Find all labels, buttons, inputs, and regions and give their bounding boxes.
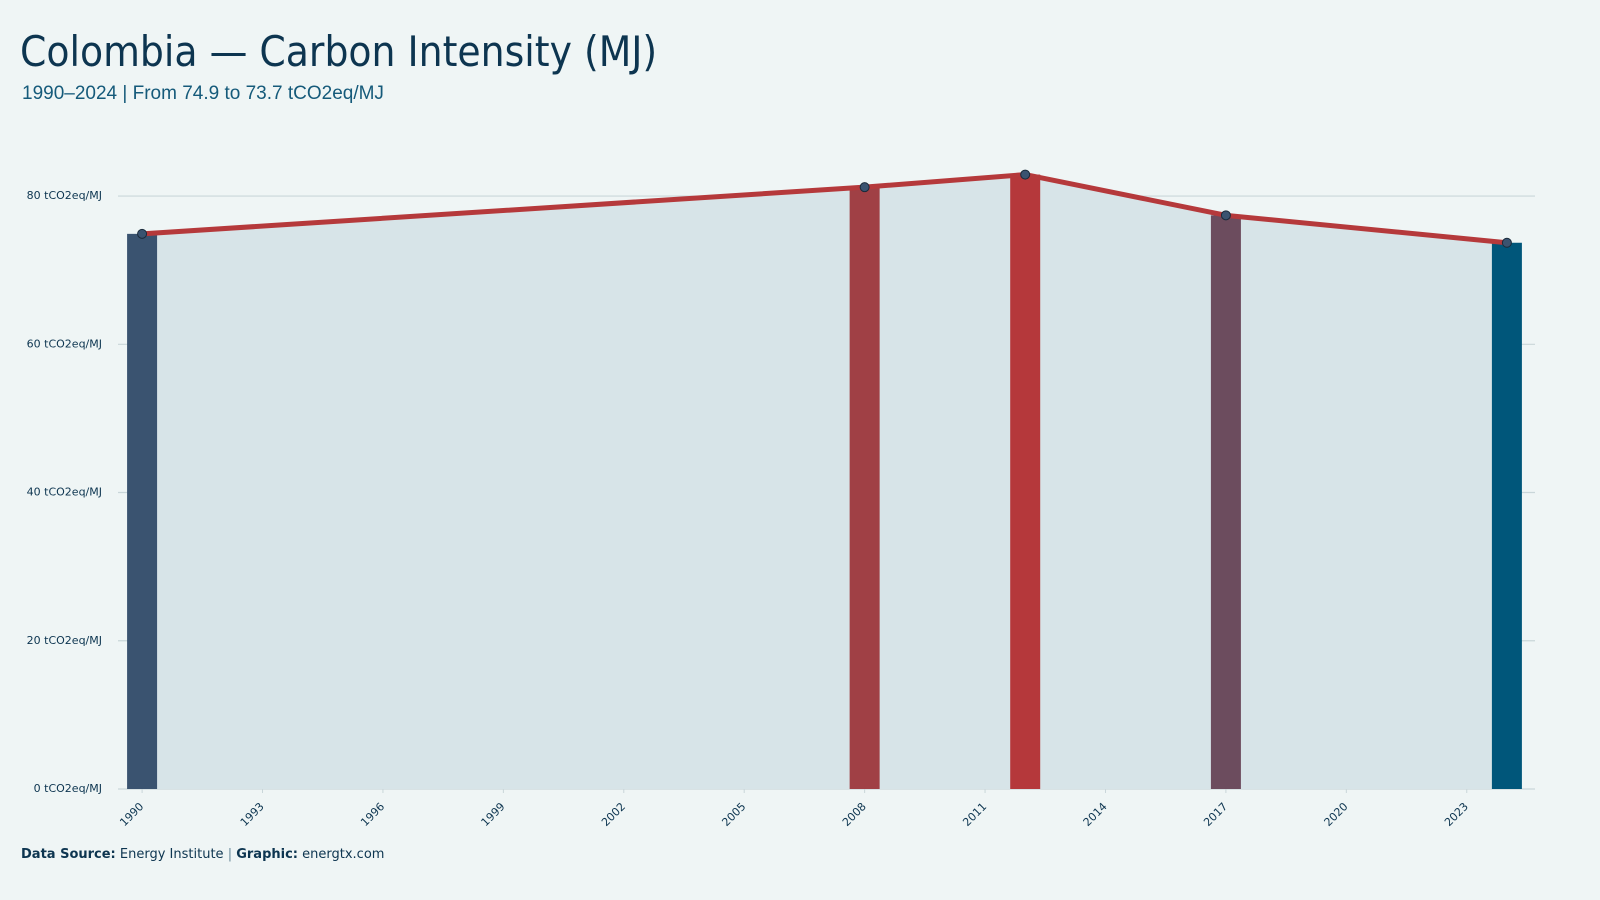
- y-tick-label: 0 tCO2eq/MJ: [34, 782, 102, 795]
- bar: [1210, 215, 1241, 789]
- x-tick-label: 2005: [719, 800, 748, 829]
- graphic: energtx.com: [302, 847, 384, 862]
- x-tick-label: 2020: [1322, 800, 1351, 829]
- y-tick-label: 80 tCO2eq/MJ: [27, 189, 102, 202]
- x-tick-label: 2011: [960, 800, 989, 829]
- x-tick-label: 1996: [358, 800, 387, 829]
- x-tick-label: 1999: [479, 800, 508, 829]
- bar: [127, 233, 158, 789]
- point: [137, 228, 148, 239]
- point: [859, 182, 870, 193]
- point: [1220, 210, 1231, 221]
- point: [1501, 237, 1512, 248]
- x-tick-label: 2023: [1442, 800, 1471, 829]
- area: [142, 174, 1507, 790]
- bar: [849, 187, 880, 790]
- chart-title: Colombia — Carbon Intensity (MJ): [20, 27, 657, 76]
- chart-subtitle: 1990–2024 | From 74.9 to 73.7 tCO2eq/MJ: [22, 83, 384, 104]
- bar: [1010, 174, 1041, 790]
- x-tick-label: 1990: [117, 800, 146, 829]
- y-tick-label: 20 tCO2eq/MJ: [27, 634, 102, 647]
- x-tick-label: 2017: [1201, 800, 1230, 829]
- y-tick-label: 40 tCO2eq/MJ: [27, 486, 102, 499]
- y-tick-label: 60 tCO2eq/MJ: [27, 337, 102, 350]
- bar: [1491, 242, 1522, 790]
- x-tick-label: 2002: [599, 800, 628, 829]
- x-tick-label: 2008: [840, 800, 869, 829]
- x-tick-label: 1993: [238, 800, 267, 829]
- footer: Data Source: Energy Institute | Graphic:…: [21, 847, 384, 862]
- source: Energy Institute: [120, 847, 224, 862]
- graphic-label: Graphic:: [236, 847, 298, 862]
- x-tick-label: 2014: [1081, 800, 1110, 829]
- separator: |: [228, 847, 232, 862]
- source-label: Data Source:: [21, 847, 116, 862]
- point: [1020, 169, 1031, 180]
